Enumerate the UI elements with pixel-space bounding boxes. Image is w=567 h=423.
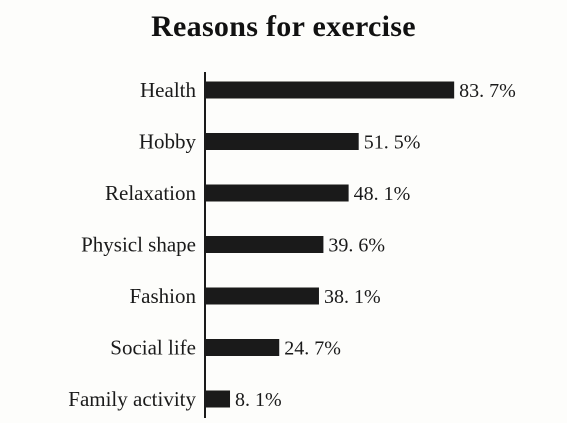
value-label: 8. 1% xyxy=(235,389,282,411)
bar xyxy=(206,339,280,356)
bar xyxy=(206,133,359,150)
bar xyxy=(206,236,324,253)
category-label: Relaxation xyxy=(105,181,196,205)
value-label: 51. 5% xyxy=(364,132,421,154)
value-label: 38. 1% xyxy=(324,286,381,308)
bar xyxy=(206,81,455,99)
bar xyxy=(206,184,349,202)
bars-group: Health 83. 7% Hobby 51. 5% Relaxation 48. 1% P… xyxy=(68,78,516,411)
value-label: 39. 6% xyxy=(328,235,385,257)
bar xyxy=(206,287,319,305)
chart-title: Reasons for exercise xyxy=(151,10,416,43)
value-label: 24. 7% xyxy=(284,338,341,360)
category-label: Family activity xyxy=(68,387,196,411)
value-label: 83. 7% xyxy=(459,80,516,102)
category-label: Physicl shape xyxy=(81,233,196,257)
bar xyxy=(206,390,231,408)
category-label: Health xyxy=(140,78,196,102)
category-label: Social life xyxy=(110,336,196,360)
category-label: Fashion xyxy=(129,284,196,308)
category-label: Hobby xyxy=(139,130,197,154)
value-label: 48. 1% xyxy=(354,183,411,205)
